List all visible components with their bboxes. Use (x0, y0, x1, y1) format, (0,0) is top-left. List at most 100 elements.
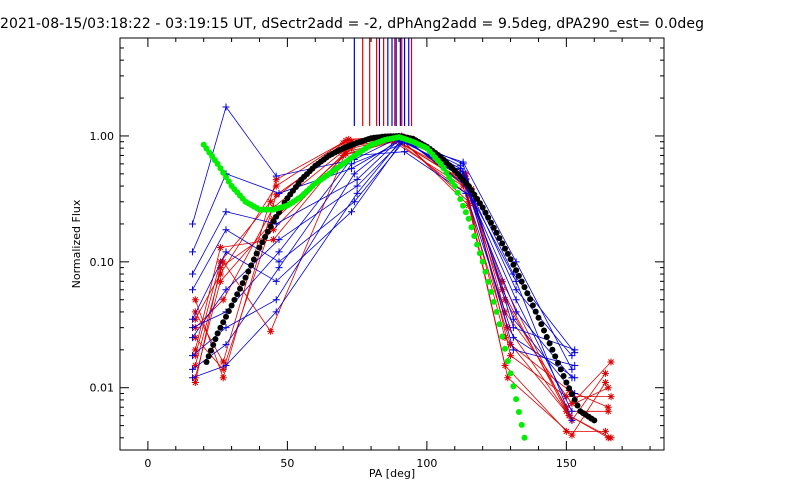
black-model-point (513, 267, 520, 274)
series-9-point-4 (345, 135, 353, 143)
series-16-point-4 (353, 182, 361, 190)
series-13-point-2 (222, 208, 230, 216)
series-15-point-6 (459, 158, 467, 166)
y-tick-label: 0.10 (90, 256, 115, 269)
series-18-point-1 (189, 365, 197, 373)
series-2-point-7 (504, 324, 512, 332)
series-16-point-8 (571, 349, 579, 357)
series-7-point-7 (504, 374, 512, 382)
black-model-point (474, 195, 481, 202)
series-line-14 (192, 139, 575, 366)
series-19-point-4 (353, 189, 361, 197)
black-model-point (543, 334, 550, 340)
series-6-point-7 (498, 286, 506, 294)
series-17-point-1 (189, 352, 197, 360)
series-11-point-7 (512, 308, 520, 316)
black-model-point (207, 347, 214, 354)
series-line-8 (194, 138, 609, 439)
black-model-point (234, 291, 241, 298)
series-12-point-7 (509, 324, 517, 332)
series-3-point-8 (562, 427, 570, 435)
series-20-point-6 (462, 189, 470, 197)
series-19-point-3 (272, 308, 280, 316)
series-19-point-7 (512, 277, 520, 285)
black-model-point (248, 262, 255, 269)
black-model-point (499, 240, 506, 247)
series-8-point-9 (604, 434, 612, 442)
series-3-point-3 (272, 191, 280, 199)
series-9-point-9 (607, 393, 615, 401)
series-14-point-1 (189, 286, 197, 294)
x-axis-label: PA [deg] (369, 467, 415, 480)
black-model-point (521, 284, 528, 291)
green-model-point (449, 178, 455, 185)
series-line-4 (194, 141, 609, 408)
series-6-point-2 (216, 270, 224, 278)
series-5-point-3 (267, 327, 275, 335)
series-14-point-7 (509, 346, 517, 354)
black-model-point (476, 200, 483, 207)
series-4-point-3 (269, 236, 277, 244)
green-model-point (462, 209, 469, 216)
series-4-point-1 (191, 346, 199, 354)
green-model-point (488, 288, 494, 295)
black-model-point (471, 191, 478, 198)
black-model-point (510, 261, 517, 268)
black-model-point (231, 296, 238, 303)
black-model-point (228, 302, 235, 309)
black-model-point (538, 321, 545, 328)
series-13-point-1 (189, 270, 197, 278)
series-3-point-4 (348, 138, 356, 146)
black-model-point (482, 209, 489, 216)
series-12-point-1 (189, 248, 197, 256)
series-19-point-2 (222, 362, 230, 370)
black-model-point (502, 245, 508, 252)
black-model-point (507, 256, 514, 263)
green-model-point (454, 189, 461, 196)
series-18-point-6 (459, 168, 467, 176)
green-model-point (482, 268, 489, 275)
series-6-point-9 (604, 407, 612, 415)
series-3-point-9 (601, 427, 609, 435)
green-model-point (440, 165, 447, 172)
series-4-point-2 (216, 243, 224, 251)
green-model-point (521, 434, 528, 441)
plot-frame (119, 37, 665, 451)
series-18-point-7 (509, 315, 517, 323)
green-model-point (223, 174, 229, 181)
green-model-point (499, 333, 506, 340)
black-model-point (529, 302, 536, 309)
black-model-point (245, 268, 252, 275)
series-7-point-9 (601, 378, 609, 386)
series-6-point-8 (562, 407, 570, 415)
y-tick-label: 0.01 (90, 382, 115, 395)
series-5-point-9 (607, 358, 615, 366)
green-model-point (443, 169, 450, 176)
green-model-point (468, 224, 475, 231)
series-15-point-2 (222, 248, 230, 256)
black-model-point (239, 280, 246, 287)
black-model-point (214, 330, 221, 337)
series-18-point-2 (222, 341, 230, 349)
black-model-point (479, 204, 486, 211)
black-model-point (220, 319, 227, 326)
series-line-19 (192, 138, 573, 421)
black-model-point (210, 341, 217, 348)
series-line-11 (192, 106, 573, 378)
green-model-point (485, 278, 492, 285)
green-model-point (446, 174, 453, 181)
series-8-point-2 (216, 258, 224, 266)
x-tick-label: 50 (280, 457, 294, 470)
series-13-point-4 (353, 176, 361, 184)
black-model-point (273, 213, 280, 220)
black-model-point (549, 346, 556, 353)
black-model-point (488, 219, 494, 226)
green-model-point (502, 345, 508, 352)
green-model-point (457, 196, 464, 203)
black-model-point (555, 359, 561, 366)
green-model-point (504, 358, 511, 365)
black-model-point (256, 244, 263, 251)
green-model-point (225, 178, 232, 185)
black-model-point (552, 353, 559, 360)
series-16-point-1 (189, 334, 197, 342)
